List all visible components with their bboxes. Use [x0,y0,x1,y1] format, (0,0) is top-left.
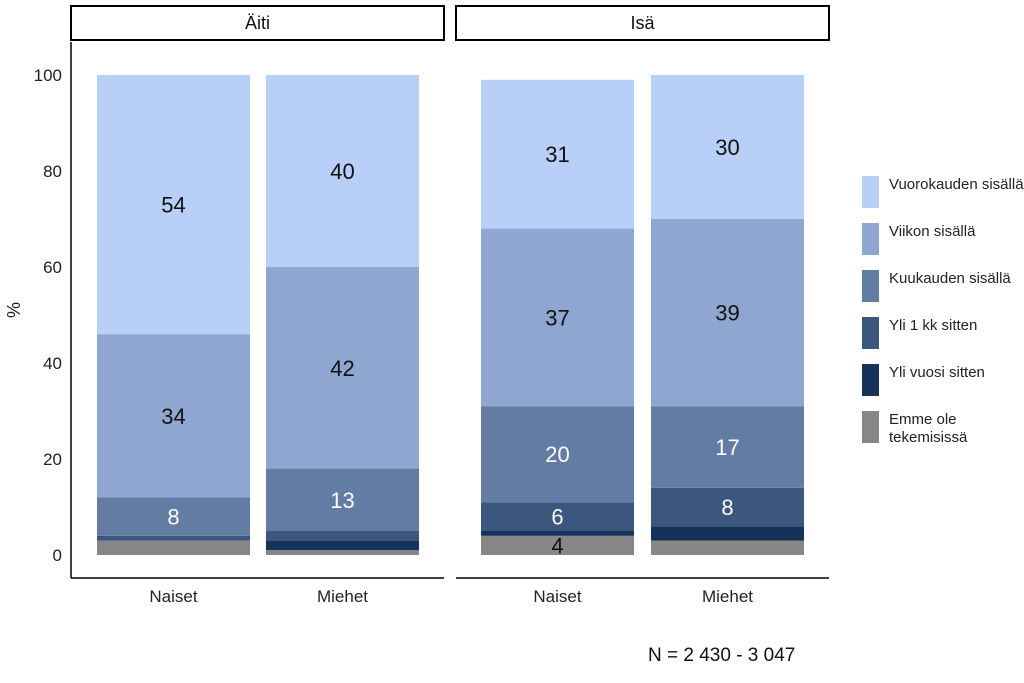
legend-item: Kuukauden sisällä [862,270,1024,317]
legend-swatch [862,176,879,208]
y-tick-label: 60 [43,258,62,277]
y-tick-label: 100 [34,66,62,85]
y-tick-label: 40 [43,354,62,373]
bar-segment [266,550,419,555]
legend-swatch [862,270,879,302]
data-label: 40 [330,159,354,184]
bar-segment [481,406,634,503]
y-tick-label: 80 [43,162,62,181]
bar-segment [481,531,634,536]
x-tick-label: Miehet [702,587,753,606]
legend-label: Vuorokauden sisällä [889,176,1024,193]
legend-item: Yli vuosi sitten [862,364,1024,411]
panel-title: Äiti [245,13,270,33]
legend-label: Viikon sisällä [889,223,976,240]
bar-segment [97,75,250,335]
legend-swatch [862,223,879,255]
bar-segment [481,79,634,229]
data-label: 31 [545,142,569,167]
x-tick-label: Miehet [317,587,368,606]
bar-segment [97,334,250,498]
legend-swatch [862,364,879,396]
x-tick-label: Naiset [533,587,581,606]
bar-segment [97,497,250,536]
bar-segment [97,535,250,541]
legend-label: Emme ole tekemisissä [889,411,968,446]
bar-segment [97,540,250,555]
bar-segment [266,468,419,531]
legend-label: Kuukauden sisällä [889,270,1011,287]
bar-segment [266,267,419,469]
legend: Vuorokauden sisällä Viikon sisällä Kuukaud… [862,176,1024,458]
data-label: 54 [161,193,185,218]
bar-segment [266,75,419,267]
panel-strip [70,5,445,41]
bar-segment [481,535,634,555]
data-label: 8 [167,505,179,530]
y-axis-title: % [4,302,24,318]
bar-segment [651,487,804,527]
legend-item: Emme ole tekemisissä [862,411,1024,458]
legend-item: Yli 1 kk sitten [862,317,1024,364]
bar-segment [481,228,634,407]
panel-strip [455,5,830,41]
bar-segment [481,502,634,531]
legend-label: Yli 1 kk sitten [889,317,978,334]
legend-item: Vuorokauden sisällä [862,176,1024,223]
data-label: 4 [551,533,563,558]
legend-swatch [862,411,879,443]
bar-segment [651,219,804,407]
y-tick-label: 0 [53,546,62,565]
data-label: 34 [161,404,185,429]
data-label: 8 [721,495,733,520]
bar-segment [651,526,804,541]
bar-segment [266,531,419,541]
legend-item: Viikon sisällä [862,223,1024,270]
data-label: 37 [545,305,569,330]
data-label: 17 [715,435,739,460]
data-label: 42 [330,356,354,381]
bar-segment [651,540,804,555]
legend-label: Yli vuosi sitten [889,364,985,381]
y-tick-label: 20 [43,450,62,469]
legend-swatch [862,317,879,349]
panel-title: Isä [630,13,655,33]
data-label: 6 [551,505,563,530]
data-label: 20 [545,442,569,467]
data-label: 30 [715,135,739,160]
data-label: 39 [715,301,739,326]
data-label: 13 [330,488,354,513]
bar-segment [651,406,804,488]
x-tick-label: Naiset [149,587,197,606]
bar-segment [266,540,419,551]
sample-size-note: N = 2 430 - 3 047 [648,645,796,666]
bar-segment [651,75,804,219]
